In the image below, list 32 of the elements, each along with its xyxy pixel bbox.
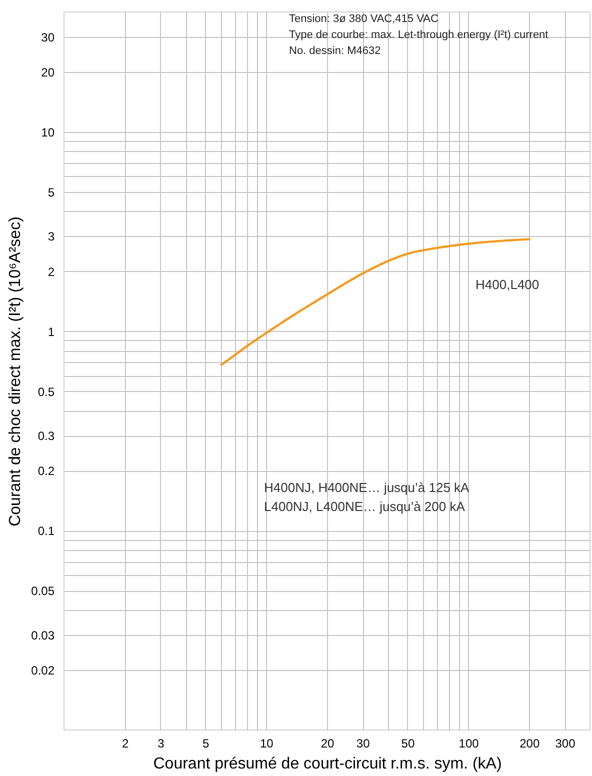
x-tick-label: 5 (202, 736, 210, 750)
x-tick-label: 100 (458, 736, 480, 750)
y-tick-label: 20 (41, 66, 55, 80)
x-tick-label: 20 (320, 736, 334, 750)
x-tick-label: 10 (260, 736, 274, 750)
x-axis-title: Courant présumé de court-circuit r.m.s. sym. (kA) (153, 756, 502, 772)
y-tick-label: 0.3 (38, 429, 55, 444)
y-tick-label: 1 (48, 324, 55, 339)
annotation: L400NJ, L400NE… jusqu’à 200 kA (264, 499, 466, 514)
y-tick-label: 0.1 (38, 524, 55, 538)
annotation: No. dessin: M4632 (289, 45, 381, 57)
text: H400,L400 (476, 277, 540, 292)
y-tick-label: 3 (48, 230, 55, 244)
annotation: H400NJ, H400NE… jusqu’à 125 kA (264, 480, 470, 495)
x-tick-label: 30 (356, 736, 370, 750)
y-axis-title: Courant de choc direct max. (I²t) (10⁶A²sec) (7, 216, 24, 526)
y-tick-label: 0.05 (31, 584, 55, 598)
y-tick-label: 0.5 (38, 384, 55, 399)
y-tick-label: 0.03 (31, 628, 55, 642)
y-tick-label: 10 (41, 126, 55, 140)
annotation: Type de courbe: max. Let-through energy (I²t) current (289, 29, 548, 41)
x-tick-label: 3 (158, 736, 165, 750)
x-tick-label: 2 (122, 736, 130, 750)
x-tick-label: 300 (555, 736, 576, 750)
y-tick-label: 30 (41, 30, 55, 44)
y-tick-label: 0.2 (38, 464, 55, 478)
annotation: Tension: 3ø 380 VAC,415 VAC (289, 13, 438, 25)
x-tick-label: 50 (401, 736, 415, 750)
y-tick-label: 2 (48, 264, 55, 279)
y-tick-label: 0.02 (31, 663, 55, 678)
x-tick-label: 200 (520, 736, 540, 750)
y-tick-label: 5 (48, 186, 55, 200)
